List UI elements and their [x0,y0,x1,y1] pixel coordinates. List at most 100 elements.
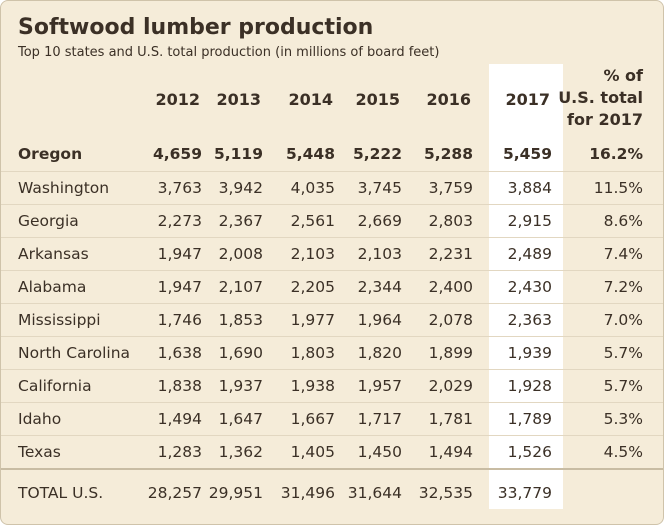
value-2017: 2,430 [507,278,552,296]
state-rows: Oregon 4,659 5,119 5,448 5,222 5,288 5,4… [1,138,663,468]
value-2017: 1,526 [507,443,552,461]
value-2015: 1,820 [357,344,402,362]
value-2015: 1,964 [357,311,402,329]
value-2017: 1,939 [507,344,552,362]
total-2013: 29,951 [208,484,263,502]
value-2015: 2,344 [357,278,402,296]
value-2014: 2,103 [290,245,335,263]
value-2017: 2,915 [507,212,552,230]
value-2017: 1,789 [507,410,552,428]
state-name: Arkansas [18,245,89,263]
header-percent-line-2: U.S. total [558,88,643,107]
header-2017: 2017 [505,90,550,109]
percent-of-total: 5.7% [603,344,643,362]
header-2013: 2013 [216,90,261,109]
header-2014: 2014 [288,90,333,109]
value-2012: 3,763 [157,179,202,197]
percent-of-total: 11.5% [593,179,643,197]
total-2016: 32,535 [418,484,473,502]
table-row-oregon: Oregon 4,659 5,119 5,448 5,222 5,288 5,4… [1,138,663,171]
header-2015: 2015 [355,90,400,109]
value-2016: 1,494 [428,443,473,461]
state-name: Texas [18,443,61,461]
value-2014: 1,803 [290,344,335,362]
value-2015: 1,957 [357,377,402,395]
value-2012: 1,638 [157,344,202,362]
table-row-georgia: Georgia 2,273 2,367 2,561 2,669 2,803 2,… [1,204,663,237]
state-name: Oregon [18,145,83,163]
table-row-arkansas: Arkansas 1,947 2,008 2,103 2,103 2,231 2… [1,237,663,270]
table-title: Softwood lumber production [18,15,374,40]
value-2017: 3,884 [507,179,552,197]
percent-of-total: 7.2% [603,278,643,296]
highlight-2017-column [489,64,563,509]
value-2012: 2,273 [157,212,202,230]
table-row-california: California 1,838 1,937 1,938 1,957 2,029… [1,369,663,402]
total-2012: 28,257 [147,484,202,502]
value-2014: 4,035 [290,179,335,197]
value-2012: 4,659 [152,145,202,163]
value-2012: 1,838 [157,377,202,395]
value-2013: 1,647 [218,410,263,428]
value-2012: 1,283 [157,443,202,461]
total-2014: 31,496 [280,484,335,502]
value-2016: 3,759 [428,179,473,197]
value-2013: 2,008 [218,245,263,263]
value-2013: 5,119 [213,145,263,163]
value-2015: 1,450 [357,443,402,461]
value-2016: 1,781 [428,410,473,428]
percent-of-total: 5.3% [603,410,643,428]
value-2013: 3,942 [218,179,263,197]
value-2016: 2,231 [428,245,473,263]
value-2013: 2,367 [218,212,263,230]
percent-of-total: 16.2% [589,145,643,163]
value-2013: 1,362 [218,443,263,461]
value-2013: 2,107 [218,278,263,296]
percent-of-total: 5.7% [603,377,643,395]
value-2012: 1,494 [157,410,202,428]
value-2016: 2,029 [428,377,473,395]
percent-of-total: 7.4% [603,245,643,263]
total-2017: 33,779 [497,484,552,502]
value-2016: 5,288 [423,145,473,163]
table-subtitle: Top 10 states and U.S. total production … [18,45,440,60]
header-percent-line-1: % of [603,66,643,85]
percent-of-total: 7.0% [603,311,643,329]
value-2014: 5,448 [285,145,335,163]
state-name: California [18,377,92,395]
table-row-alabama: Alabama 1,947 2,107 2,205 2,344 2,400 2,… [1,270,663,303]
value-2014: 1,938 [290,377,335,395]
header-2012: 2012 [155,90,200,109]
value-2014: 1,667 [290,410,335,428]
total-label: TOTAL U.S. [18,484,104,502]
table-row-mississippi: Mississippi 1,746 1,853 1,977 1,964 2,07… [1,303,663,336]
header-2016: 2016 [426,90,471,109]
value-2014: 2,561 [290,212,335,230]
total-2015: 31,644 [347,484,402,502]
state-name: Alabama [18,278,87,296]
table-row-texas: Texas 1,283 1,362 1,405 1,450 1,494 1,52… [1,435,663,468]
value-2013: 1,690 [218,344,263,362]
state-name: Georgia [18,212,79,230]
value-2016: 2,400 [428,278,473,296]
value-2016: 2,803 [428,212,473,230]
value-2012: 1,746 [157,311,202,329]
table-row-total: TOTAL U.S. 28,257 29,951 31,496 31,644 3… [1,468,663,510]
value-2017: 2,489 [507,245,552,263]
value-2015: 2,103 [357,245,402,263]
value-2016: 1,899 [428,344,473,362]
value-2014: 2,205 [290,278,335,296]
value-2017: 1,928 [507,377,552,395]
value-2015: 5,222 [352,145,402,163]
value-2013: 1,853 [218,311,263,329]
header-percent-total: % of U.S. total for 2017 [558,65,643,131]
value-2014: 1,405 [290,443,335,461]
table-row-washington: Washington 3,763 3,942 4,035 3,745 3,759… [1,171,663,204]
percent-of-total: 4.5% [603,443,643,461]
value-2015: 3,745 [357,179,402,197]
state-name: North Carolina [18,344,131,362]
value-2017: 5,459 [502,145,552,163]
state-name: Washington [18,179,110,197]
percent-of-total: 8.6% [603,212,643,230]
